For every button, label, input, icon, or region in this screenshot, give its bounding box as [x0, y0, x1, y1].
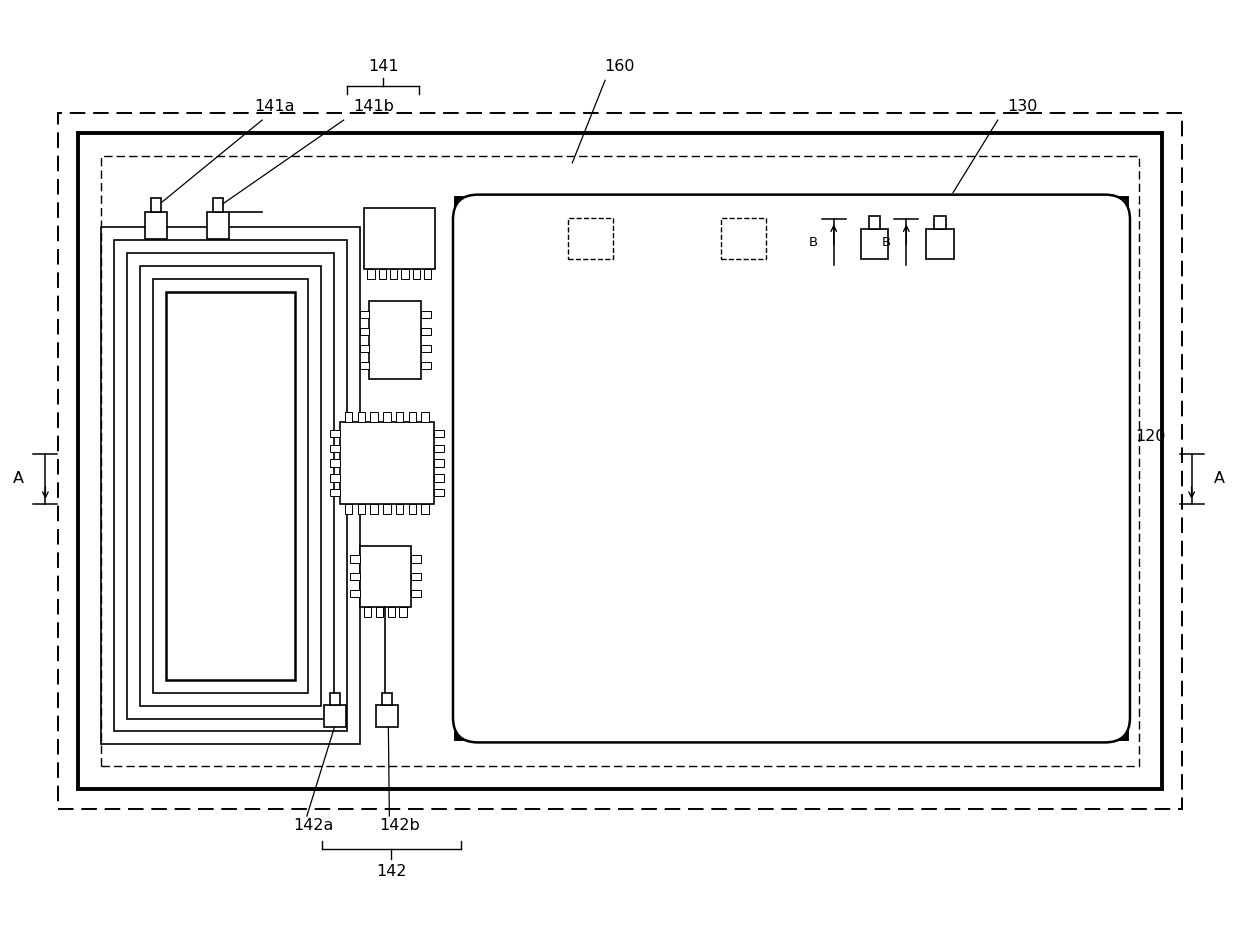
FancyBboxPatch shape: [453, 195, 1130, 743]
Bar: [399, 607, 406, 617]
Text: 141: 141: [368, 59, 399, 74]
Text: 142: 142: [377, 864, 406, 879]
Bar: [330, 489, 339, 497]
Bar: [213, 198, 223, 212]
Bar: [323, 705, 346, 727]
Bar: [339, 422, 434, 504]
Bar: [363, 207, 435, 270]
Bar: [359, 546, 411, 607]
Bar: [411, 555, 421, 563]
Text: 141b: 141b: [353, 98, 394, 114]
Bar: [330, 445, 339, 452]
Bar: [151, 198, 161, 212]
Bar: [434, 474, 444, 482]
Bar: [421, 361, 431, 369]
Bar: [330, 692, 339, 705]
Bar: [102, 227, 359, 745]
Bar: [207, 212, 229, 239]
Bar: [421, 504, 429, 514]
Bar: [126, 254, 333, 719]
Bar: [388, 607, 395, 617]
Text: B: B: [881, 236, 891, 249]
Bar: [383, 504, 390, 514]
Text: B: B: [809, 236, 818, 249]
Text: A: A: [12, 471, 24, 486]
Bar: [421, 327, 431, 335]
Bar: [358, 504, 366, 514]
Bar: [396, 412, 404, 422]
Bar: [421, 412, 429, 422]
Text: A: A: [1213, 471, 1224, 486]
Text: 142b: 142b: [379, 818, 420, 833]
Bar: [359, 344, 369, 352]
Bar: [349, 590, 359, 597]
Bar: [396, 504, 404, 514]
Bar: [358, 412, 366, 422]
Bar: [379, 270, 387, 279]
Text: 120: 120: [1135, 429, 1166, 444]
Bar: [330, 474, 339, 482]
Bar: [390, 270, 398, 279]
Bar: [383, 692, 393, 705]
Bar: [370, 412, 378, 422]
Bar: [152, 279, 307, 692]
Bar: [434, 429, 444, 437]
Bar: [421, 344, 431, 352]
Bar: [359, 310, 369, 318]
Bar: [367, 270, 375, 279]
Bar: [424, 270, 431, 279]
Bar: [569, 218, 613, 259]
Bar: [344, 412, 352, 422]
Bar: [409, 412, 416, 422]
Bar: [434, 460, 444, 466]
Bar: [721, 218, 766, 259]
Bar: [58, 114, 1182, 809]
Text: 130: 130: [1007, 98, 1038, 114]
Bar: [359, 361, 369, 369]
Bar: [330, 429, 339, 437]
Bar: [411, 572, 421, 580]
Bar: [349, 572, 359, 580]
Bar: [114, 240, 347, 731]
Bar: [166, 292, 295, 680]
Bar: [359, 327, 369, 335]
Bar: [434, 445, 444, 452]
Bar: [330, 460, 339, 466]
Bar: [401, 270, 409, 279]
Bar: [344, 504, 352, 514]
Bar: [934, 216, 947, 230]
Bar: [102, 156, 1139, 766]
Bar: [78, 133, 1162, 789]
Bar: [145, 212, 167, 239]
Bar: [434, 489, 444, 497]
Bar: [369, 301, 421, 378]
Bar: [409, 504, 416, 514]
Bar: [140, 266, 321, 706]
Text: 160: 160: [605, 59, 636, 74]
Bar: [377, 705, 398, 727]
Bar: [364, 607, 372, 617]
Bar: [383, 412, 390, 422]
Bar: [869, 216, 881, 230]
Bar: [456, 198, 1127, 740]
Bar: [861, 230, 888, 259]
Bar: [421, 310, 431, 318]
Bar: [375, 607, 383, 617]
Bar: [349, 555, 359, 563]
Bar: [927, 230, 954, 259]
Text: 141a: 141a: [254, 98, 295, 114]
Bar: [370, 504, 378, 514]
Bar: [411, 590, 421, 597]
Bar: [413, 270, 420, 279]
Text: 142a: 142a: [294, 818, 335, 833]
